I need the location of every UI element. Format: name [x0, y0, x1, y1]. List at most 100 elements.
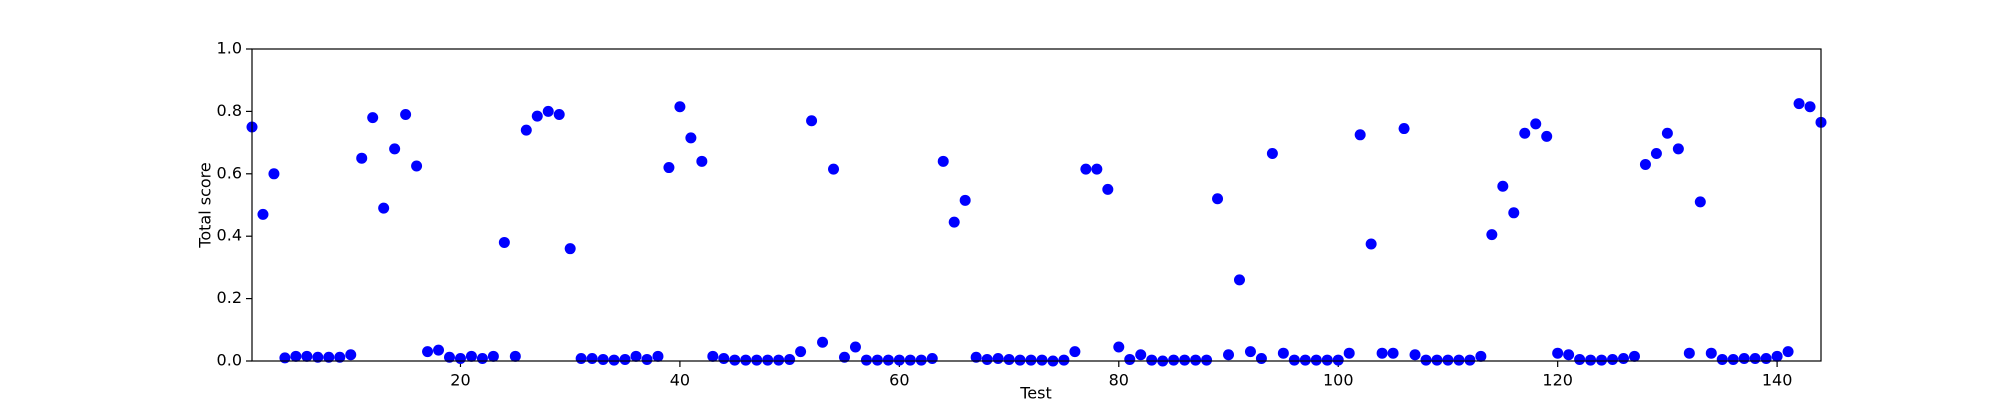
point — [1628, 350, 1640, 362]
point — [981, 353, 993, 365]
y-tick-label: 0.2 — [217, 288, 242, 307]
point — [487, 350, 499, 362]
point — [1793, 98, 1805, 110]
point — [1705, 347, 1717, 359]
point — [301, 350, 313, 362]
point — [1552, 347, 1564, 359]
point — [1288, 354, 1300, 366]
point — [1244, 346, 1256, 358]
point — [345, 349, 357, 361]
point — [904, 354, 916, 366]
point — [1661, 127, 1673, 139]
point — [1266, 148, 1278, 160]
point — [1475, 350, 1487, 362]
point — [1069, 346, 1081, 358]
point — [948, 216, 960, 228]
point — [1321, 354, 1333, 366]
point — [1782, 346, 1794, 358]
point — [498, 236, 510, 248]
point — [1650, 148, 1662, 160]
y-tick-label: 0.6 — [217, 163, 242, 182]
point — [1727, 353, 1739, 365]
point — [378, 202, 390, 214]
point — [652, 350, 664, 362]
point — [685, 132, 697, 144]
x-tick-label: 140 — [1762, 371, 1793, 390]
point — [1124, 353, 1136, 365]
point — [1376, 347, 1388, 359]
point — [1332, 354, 1344, 366]
x-axis-label: Test — [1019, 384, 1052, 400]
point — [597, 353, 609, 365]
point — [1497, 180, 1509, 192]
point — [1190, 354, 1202, 366]
point — [992, 353, 1004, 365]
point — [257, 208, 269, 220]
y-tick-label: 1.0 — [217, 39, 242, 58]
point — [1398, 123, 1410, 135]
point — [433, 344, 445, 356]
plot-frame — [251, 48, 1822, 362]
point — [268, 168, 280, 180]
point — [828, 163, 840, 175]
point — [608, 354, 620, 366]
point — [564, 243, 576, 255]
point — [718, 353, 730, 365]
point — [465, 350, 477, 362]
point — [762, 354, 774, 366]
point — [1113, 341, 1125, 353]
y-tick-label: 0.8 — [217, 101, 242, 120]
point — [1574, 353, 1586, 365]
point — [696, 155, 708, 167]
point — [1277, 347, 1289, 359]
point — [1146, 354, 1158, 366]
point — [860, 354, 872, 366]
point — [1014, 354, 1026, 366]
point — [1058, 354, 1070, 366]
point — [1694, 196, 1706, 208]
y-tick-label: 0.0 — [217, 351, 242, 370]
point — [817, 336, 829, 348]
point — [751, 354, 763, 366]
point — [1519, 127, 1531, 139]
point — [1464, 354, 1476, 366]
point — [1354, 129, 1366, 141]
point — [1563, 349, 1575, 361]
point — [1102, 183, 1114, 195]
point — [871, 354, 883, 366]
point — [1091, 163, 1103, 175]
point — [773, 354, 785, 366]
point — [784, 353, 796, 365]
point — [959, 194, 971, 206]
point — [740, 354, 752, 366]
x-tick-label: 80 — [1109, 371, 1129, 390]
point — [454, 353, 466, 365]
point — [806, 115, 818, 127]
point — [1585, 354, 1597, 366]
x-tick-label: 40 — [670, 371, 690, 390]
point — [443, 351, 455, 363]
point — [553, 109, 565, 121]
point — [1453, 354, 1465, 366]
point — [1212, 193, 1224, 205]
point — [531, 110, 543, 122]
point — [1607, 353, 1619, 365]
point — [1080, 163, 1092, 175]
point — [849, 341, 861, 353]
x-tick-label: 100 — [1323, 371, 1354, 390]
point — [1618, 353, 1630, 365]
point — [893, 354, 905, 366]
point — [575, 353, 587, 365]
point — [1716, 353, 1728, 365]
point — [312, 351, 324, 363]
point — [663, 162, 675, 174]
point — [1299, 354, 1311, 366]
point — [882, 354, 894, 366]
point — [1738, 353, 1750, 365]
point — [279, 352, 291, 364]
point — [1387, 347, 1399, 359]
point — [520, 124, 532, 136]
point — [838, 351, 850, 363]
point — [422, 346, 434, 358]
x-tick-label: 120 — [1542, 371, 1573, 390]
